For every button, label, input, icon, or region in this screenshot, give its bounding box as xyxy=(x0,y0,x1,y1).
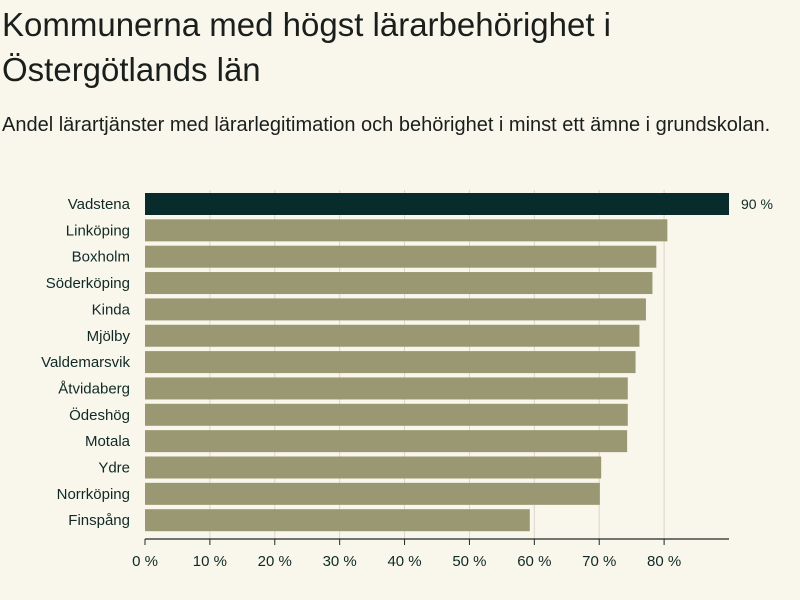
x-tick-label: 30 % xyxy=(323,553,357,570)
category-label: Söderköping xyxy=(46,275,130,292)
bar xyxy=(145,351,636,374)
x-tick-label: 0 % xyxy=(132,553,158,570)
bars xyxy=(145,193,729,532)
category-label: Mjölby xyxy=(87,328,131,345)
bar xyxy=(145,193,729,215)
data-labels: 90 % xyxy=(741,196,773,212)
category-label: Finspång xyxy=(68,512,130,529)
category-label: Norrköping xyxy=(57,486,130,503)
bar xyxy=(145,245,657,268)
category-label: Åtvidaberg xyxy=(58,380,130,397)
bar xyxy=(145,272,653,295)
x-tick-label: 20 % xyxy=(258,553,292,570)
x-tick-label: 40 % xyxy=(387,553,421,570)
category-labels: Vadstena Linköping Boxholm Söderköping Kinda… xyxy=(41,196,131,529)
category-label: Vadstena xyxy=(68,196,131,213)
bar xyxy=(145,482,600,505)
category-label: Boxholm xyxy=(72,249,130,266)
category-label: Kinda xyxy=(92,301,131,318)
bar xyxy=(145,430,628,453)
category-label: Ydre xyxy=(98,460,130,477)
data-label: 90 % xyxy=(741,196,773,212)
bar xyxy=(145,403,628,426)
x-axis: 0 % 10 % 20 % 30 % 40 % 50 % 60 % 70 % 80 % xyxy=(132,538,729,570)
chart-subtitle: Andel lärartjänster med lärarlegitimatio… xyxy=(2,114,771,136)
x-tick-label: 60 % xyxy=(517,553,551,570)
bar xyxy=(145,509,530,532)
bar xyxy=(145,219,668,242)
bar xyxy=(145,298,646,321)
category-label: Valdemarsvik xyxy=(41,354,130,371)
x-tick-label: 50 % xyxy=(452,553,486,570)
bar xyxy=(145,377,628,400)
bar xyxy=(145,324,640,347)
category-label: Ödeshög xyxy=(69,406,130,424)
category-label: Motala xyxy=(85,433,131,450)
bar xyxy=(145,456,602,479)
category-label: Linköping xyxy=(66,222,130,239)
x-tick-label: 70 % xyxy=(582,553,616,570)
x-tick-label: 80 % xyxy=(647,553,681,570)
chart-title: Kommunerna med högst lärarbehörighet i Ö… xyxy=(2,6,612,88)
x-tick-label: 10 % xyxy=(193,553,227,570)
